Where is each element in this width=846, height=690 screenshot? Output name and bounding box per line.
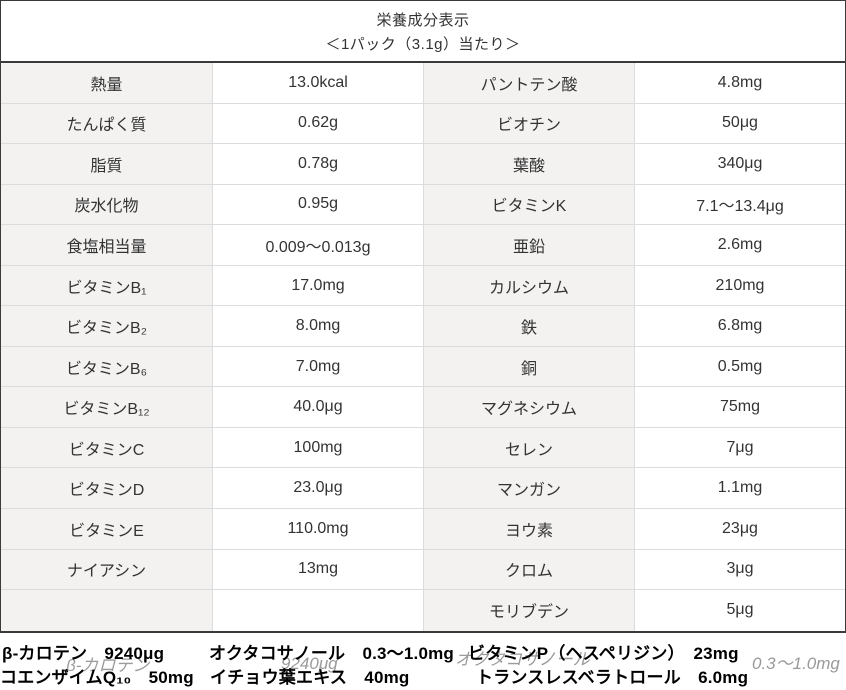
nutrient-name-cell: 炭水化物 [1,184,212,226]
nutrient-value-cell: 13.0kcal [212,63,423,104]
nutrient-name-cell: ビオチン [423,103,634,145]
nutrient-name-cell: たんぱく質 [1,103,212,145]
nutrient-value-cell: 2.6mg [634,225,845,266]
nutrient-value-cell: 8.0mg [212,306,423,347]
nutrient-value-cell [212,590,423,631]
footer-overlay: β-カロテン 9240μg オクタコサノール 0.3〜1.0mg β-カロテン 9240… [0,633,846,690]
nutrient-name-cell: 鉄 [423,306,634,347]
nutrient-name-cell: クロム [423,549,634,591]
nutrient-name-cell: 脂質 [1,144,212,185]
nutrient-name-cell: 銅 [423,346,634,388]
extra-nutrient-text: オクタコサノール 0.3〜1.0mg [209,644,455,663]
nutrient-value-cell: 0.5mg [634,346,845,388]
clipped-row-text: 0.3〜1.0mg [752,654,840,673]
nutrient-value-cell: 4.8mg [634,63,845,104]
nutrient-value-cell: 13mg [212,549,423,591]
nutrient-name-cell: ビタミンD [1,468,212,510]
clipped-row-text: β-カロテン [66,656,150,675]
nutrient-value-cell: 340μg [634,144,845,185]
nutrient-value-cell: 17.0mg [212,265,423,307]
nutrient-value-cell: 75mg [634,387,845,428]
panel-subtitle: ＜1パック（3.1g）当たり＞ [325,35,521,53]
extra-nutrient-text: イチョウ葉エキス 40mg [210,668,410,687]
extra-nutrient-text: コエンザイムQ₁₀ 50mg [0,668,194,687]
nutrient-name-cell: ヨウ素 [423,509,634,550]
nutrient-name-cell: ビタミンB₁₂ [1,387,212,428]
panel-title: 栄養成分表示 [376,11,470,29]
nutrient-name-cell: マグネシウム [423,387,634,428]
nutrient-value-cell: 6.8mg [634,306,845,347]
nutrient-name-cell [1,590,212,631]
nutrient-value-cell: 0.62g [212,103,423,145]
nutrient-value-cell: 0.78g [212,144,423,185]
nutrient-value-cell: 0.95g [212,184,423,226]
nutrient-value-cell: 1.1mg [634,468,845,510]
nutrient-value-cell: 23.0μg [212,468,423,510]
nutrient-name-cell: ビタミンE [1,509,212,550]
nutrient-value-cell: 0.009〜0.013g [212,225,423,266]
nutrient-name-cell: ナイアシン [1,549,212,591]
nutrient-value-cell: 7.1〜13.4μg [634,184,845,226]
nutrient-name-cell: 葉酸 [423,144,634,185]
nutrient-value-cell: 3μg [634,549,845,591]
nutrient-value-cell: 40.0μg [212,387,423,428]
nutrient-name-cell: ビタミンB₆ [1,346,212,388]
nutrient-name-cell: ビタミンB₂ [1,306,212,347]
nutrient-name-cell: マンガン [423,468,634,510]
nutrient-value-cell: 7.0mg [212,346,423,388]
nutrient-value-cell: 5μg [634,590,845,631]
nutrient-value-cell: 50μg [634,103,845,145]
clipped-row-text: オクタコサノール [455,650,590,669]
nutrient-value-cell: 210mg [634,265,845,307]
nutrient-value-cell: 7μg [634,427,845,469]
nutrient-name-cell: カルシウム [423,265,634,307]
nutrient-name-cell: ビタミンC [1,427,212,469]
nutrient-value-cell: 23μg [634,509,845,550]
nutrition-grid: 熱量 13.0kcal パントテン酸 4.8mg たんぱく質 0.62g ビオチン 50μg 脂… [1,63,845,631]
extra-nutrient-text: β-カロテン 9240μg [2,644,165,663]
nutrient-value-cell: 100mg [212,427,423,469]
nutrient-name-cell: ビタミンB₁ [1,265,212,307]
extra-nutrient-text: ビタミンP（ヘスペリジン） 23mg [468,644,739,663]
nutrition-facts-panel: 栄養成分表示 ＜1パック（3.1g）当たり＞ 熱量 13.0kcal パントテン酸 4… [0,0,846,633]
nutrient-name-cell: 熱量 [1,63,212,104]
nutrient-name-cell: 食塩相当量 [1,225,212,266]
nutrient-value-cell: 110.0mg [212,509,423,550]
extra-nutrient-text: トランスレスベラトロール 6.0mg [476,668,749,687]
panel-header: 栄養成分表示 ＜1パック（3.1g）当たり＞ [1,1,845,63]
nutrient-name-cell: モリブデン [423,590,634,631]
nutrient-name-cell: パントテン酸 [423,63,634,104]
nutrient-name-cell: セレン [423,427,634,469]
clipped-row-text: 9240μg [281,654,338,673]
nutrient-name-cell: 亜鉛 [423,225,634,266]
nutrient-name-cell: ビタミンK [423,184,634,226]
